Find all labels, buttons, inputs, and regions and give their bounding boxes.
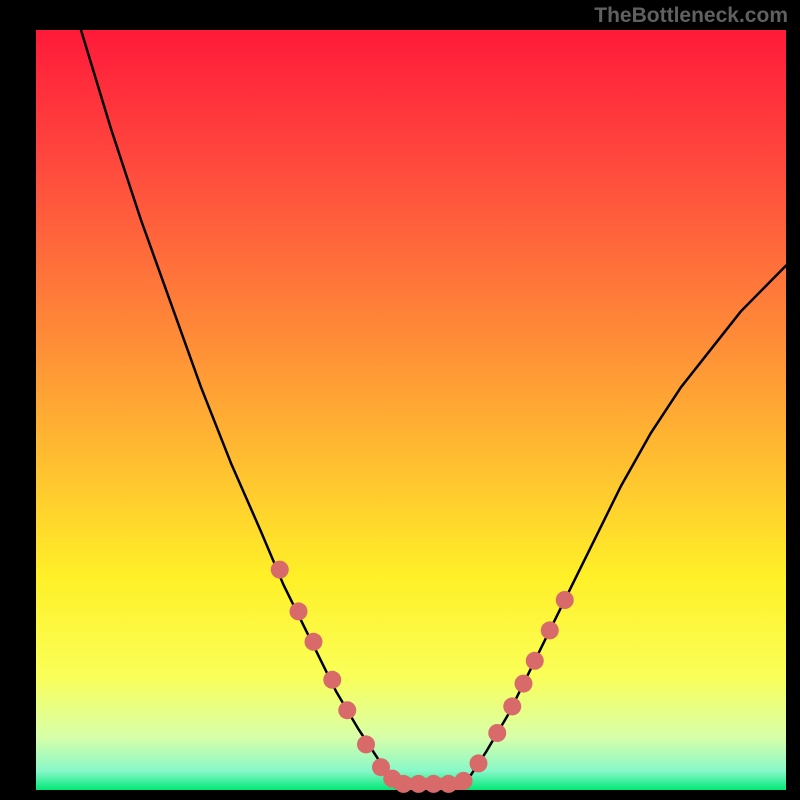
data-marker: [305, 633, 323, 651]
data-marker: [556, 591, 574, 609]
flat-bar: [392, 778, 467, 790]
watermark-text: TheBottleneck.com: [594, 4, 788, 28]
data-marker: [503, 697, 521, 715]
data-marker: [470, 754, 488, 772]
chart-overlay: [0, 0, 800, 800]
data-marker: [357, 735, 375, 753]
data-marker: [488, 724, 506, 742]
data-marker: [515, 675, 533, 693]
left-curve: [81, 30, 411, 784]
data-marker: [323, 671, 341, 689]
data-marker: [541, 621, 559, 639]
data-marker: [338, 701, 356, 719]
markers-group: [271, 561, 574, 793]
data-marker: [290, 602, 308, 620]
data-marker: [526, 652, 544, 670]
data-marker: [271, 561, 289, 579]
